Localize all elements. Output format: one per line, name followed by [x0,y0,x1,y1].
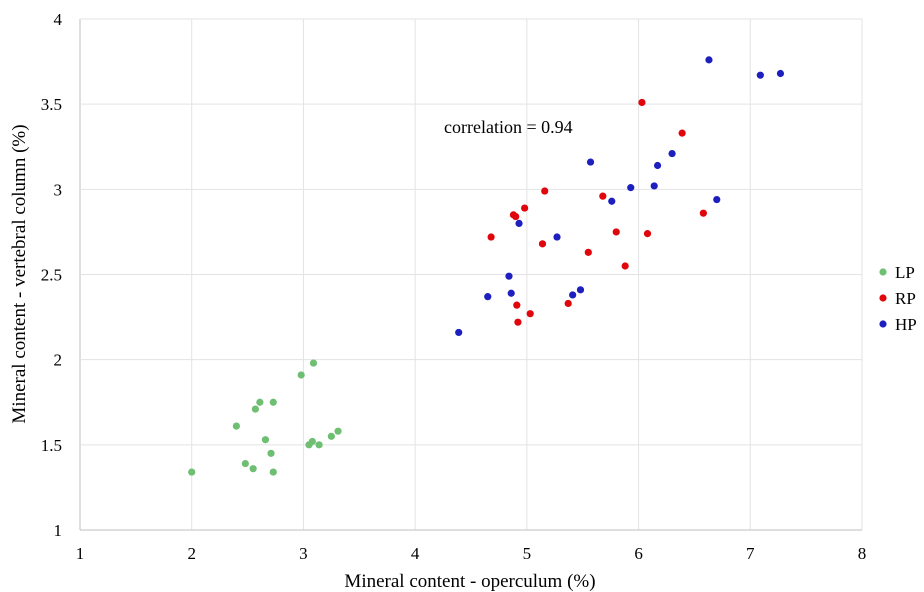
point-hp [569,291,577,299]
legend-marker-rp [879,294,887,302]
x-tick-label: 2 [187,544,196,563]
point-lp [327,432,335,440]
y-tick-label: 1.5 [41,436,62,455]
point-lp [232,422,240,430]
point-rp [513,301,521,309]
y-tick-label: 2.5 [41,266,62,285]
correlation-annotation: correlation = 0.94 [444,117,573,137]
point-rp [678,129,686,137]
point-lp [315,441,323,449]
point-hp [776,69,785,78]
point-hp [713,195,721,204]
point-rp [521,204,529,212]
x-tick-label: 4 [411,544,420,563]
point-rp [564,299,572,308]
point-lp [249,465,257,473]
point-rp [487,233,495,241]
point-rp [541,187,549,195]
grid-lines [79,18,863,531]
x-tick-label: 3 [299,544,308,563]
tick-labels: 1 2 3 4 5 6 7 8 1 1.5 2 2.5 3 3.5 4 [41,10,867,563]
point-lp [309,359,318,367]
point-lp [308,437,316,446]
point-hp [627,184,635,192]
point-hp [653,161,662,170]
point-rp [514,318,522,326]
point-rp [584,248,592,256]
point-rp [512,212,520,221]
point-rp [599,192,607,200]
x-axis-title: Mineral content - operculum (%) [344,571,595,592]
x-tick-label: 1 [76,544,85,563]
point-rp [526,310,534,318]
x-tick-label: 7 [746,544,755,563]
legend: LP RP HP [879,263,917,334]
y-tick-label: 2 [54,351,63,370]
point-rp [638,98,646,107]
y-tick-label: 3 [54,180,63,199]
point-hp [586,158,595,166]
point-hp [484,293,492,301]
point-lp [269,398,277,406]
point-lp [334,427,342,435]
legend-label-hp: HP [895,315,917,334]
point-hp [515,219,523,227]
legend-label-rp: RP [895,289,916,308]
point-lp [297,371,305,379]
point-hp [668,149,676,158]
point-lp [251,405,259,413]
point-lp [188,468,196,476]
point-hp [608,197,616,205]
point-hp [756,71,764,79]
point-hp [650,182,658,190]
y-tick-label: 4 [54,10,63,29]
point-hp [507,289,515,297]
x-tick-label: 8 [858,544,867,563]
point-hp [455,328,463,337]
point-lp [267,449,275,457]
point-lp [241,459,249,468]
point-lp [256,398,264,406]
legend-marker-lp [879,268,887,276]
point-rp [538,240,547,248]
y-tick-label: 1 [54,521,63,540]
x-tick-label: 5 [523,544,532,563]
data-points [188,56,785,476]
y-tick-label: 3.5 [41,95,62,114]
point-rp [643,230,652,238]
x-tick-label: 6 [634,544,643,563]
legend-marker-hp [879,320,887,328]
point-hp [576,286,585,294]
point-rp [612,228,620,236]
point-hp [505,272,513,280]
point-rp [699,209,707,217]
point-lp [261,436,270,444]
point-hp [705,56,713,64]
point-hp [553,233,561,241]
point-rp [621,262,629,270]
point-lp [269,468,277,476]
legend-label-lp: LP [895,263,915,282]
y-axis-title: Mineral content - vertebral column (%) [9,124,30,423]
